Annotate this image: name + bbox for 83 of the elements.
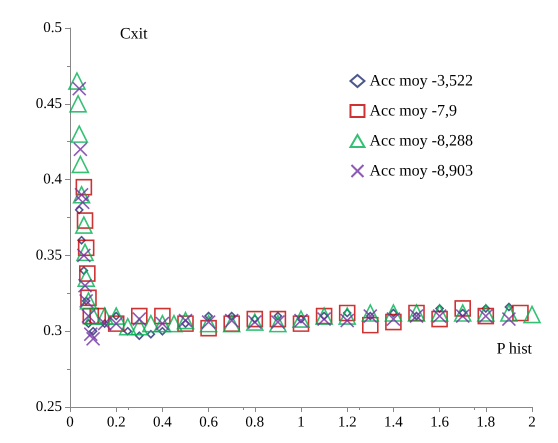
point (204, 312, 213, 320)
x-tick-label: 1.8 (476, 414, 496, 430)
point (77, 269, 95, 287)
point (246, 310, 264, 328)
y-tick-label: 0.5 (43, 20, 62, 36)
point (362, 304, 380, 322)
point (70, 125, 88, 143)
point (72, 81, 87, 96)
legend-label: Acc moy -3,522 (369, 72, 473, 90)
y-tick-label: 0.4 (43, 172, 62, 188)
point (142, 314, 160, 332)
point (177, 315, 194, 332)
point (69, 95, 87, 113)
point (146, 330, 156, 339)
x-tick-label: 1.4 (384, 414, 404, 430)
point (338, 304, 356, 322)
y-axis-title: Cxit (120, 26, 148, 42)
legend-label: Acc moy -7,9 (369, 102, 457, 120)
point (512, 304, 529, 322)
point (431, 310, 448, 328)
point (292, 315, 310, 332)
point (96, 307, 114, 325)
point (269, 314, 287, 332)
x-tick-label: 0 (66, 414, 74, 430)
point (454, 300, 471, 317)
point (68, 72, 86, 90)
point (97, 316, 112, 331)
point (158, 326, 167, 336)
point (131, 308, 148, 324)
x-tick-label: 1 (297, 414, 305, 430)
point (83, 326, 98, 342)
y-tick-label: 0.3 (43, 323, 62, 340)
point (384, 304, 402, 322)
legend-label: Acc moy -8,288 (369, 132, 473, 150)
point (504, 302, 514, 312)
point (135, 331, 144, 340)
point (72, 156, 90, 174)
point (75, 216, 93, 234)
point (84, 319, 93, 328)
point (77, 236, 86, 245)
point (154, 308, 171, 324)
point (500, 304, 518, 322)
x-tick-label: 0.4 (153, 414, 172, 430)
point (227, 312, 236, 320)
point (200, 314, 218, 332)
point (107, 307, 125, 325)
point (76, 244, 94, 262)
point (86, 331, 100, 346)
x-tick-label: 0.2 (106, 414, 126, 430)
legend-label: Acc moy -8,903 (369, 162, 473, 180)
point (430, 304, 448, 322)
point (477, 304, 495, 322)
point (123, 326, 132, 336)
point (78, 240, 94, 256)
point (75, 195, 90, 210)
point (89, 308, 106, 324)
y-tick-label: 0.25 (36, 399, 62, 415)
point (130, 318, 148, 336)
y-tick-label: 0.45 (36, 96, 62, 112)
x-tick-label: 1.6 (430, 414, 450, 430)
point (79, 265, 96, 282)
point (454, 304, 472, 322)
y-tick-label: 0.35 (36, 247, 62, 264)
point (362, 316, 379, 334)
point (100, 319, 109, 328)
x-tick-label: 0.6 (199, 414, 218, 430)
x-axis-title: P hist (496, 340, 533, 358)
point (292, 310, 310, 328)
point (73, 142, 88, 157)
point (200, 320, 217, 336)
point (165, 314, 183, 332)
x-tick-label: 2 (528, 414, 536, 430)
point (76, 212, 94, 229)
x-tick-label: 1.2 (338, 414, 357, 430)
point (118, 318, 137, 336)
point (523, 306, 541, 324)
point (338, 307, 356, 325)
point (74, 206, 84, 214)
point (76, 178, 92, 196)
x-tick-label: 0.8 (245, 414, 264, 430)
point (270, 310, 286, 328)
point (385, 314, 402, 330)
point (88, 326, 98, 336)
